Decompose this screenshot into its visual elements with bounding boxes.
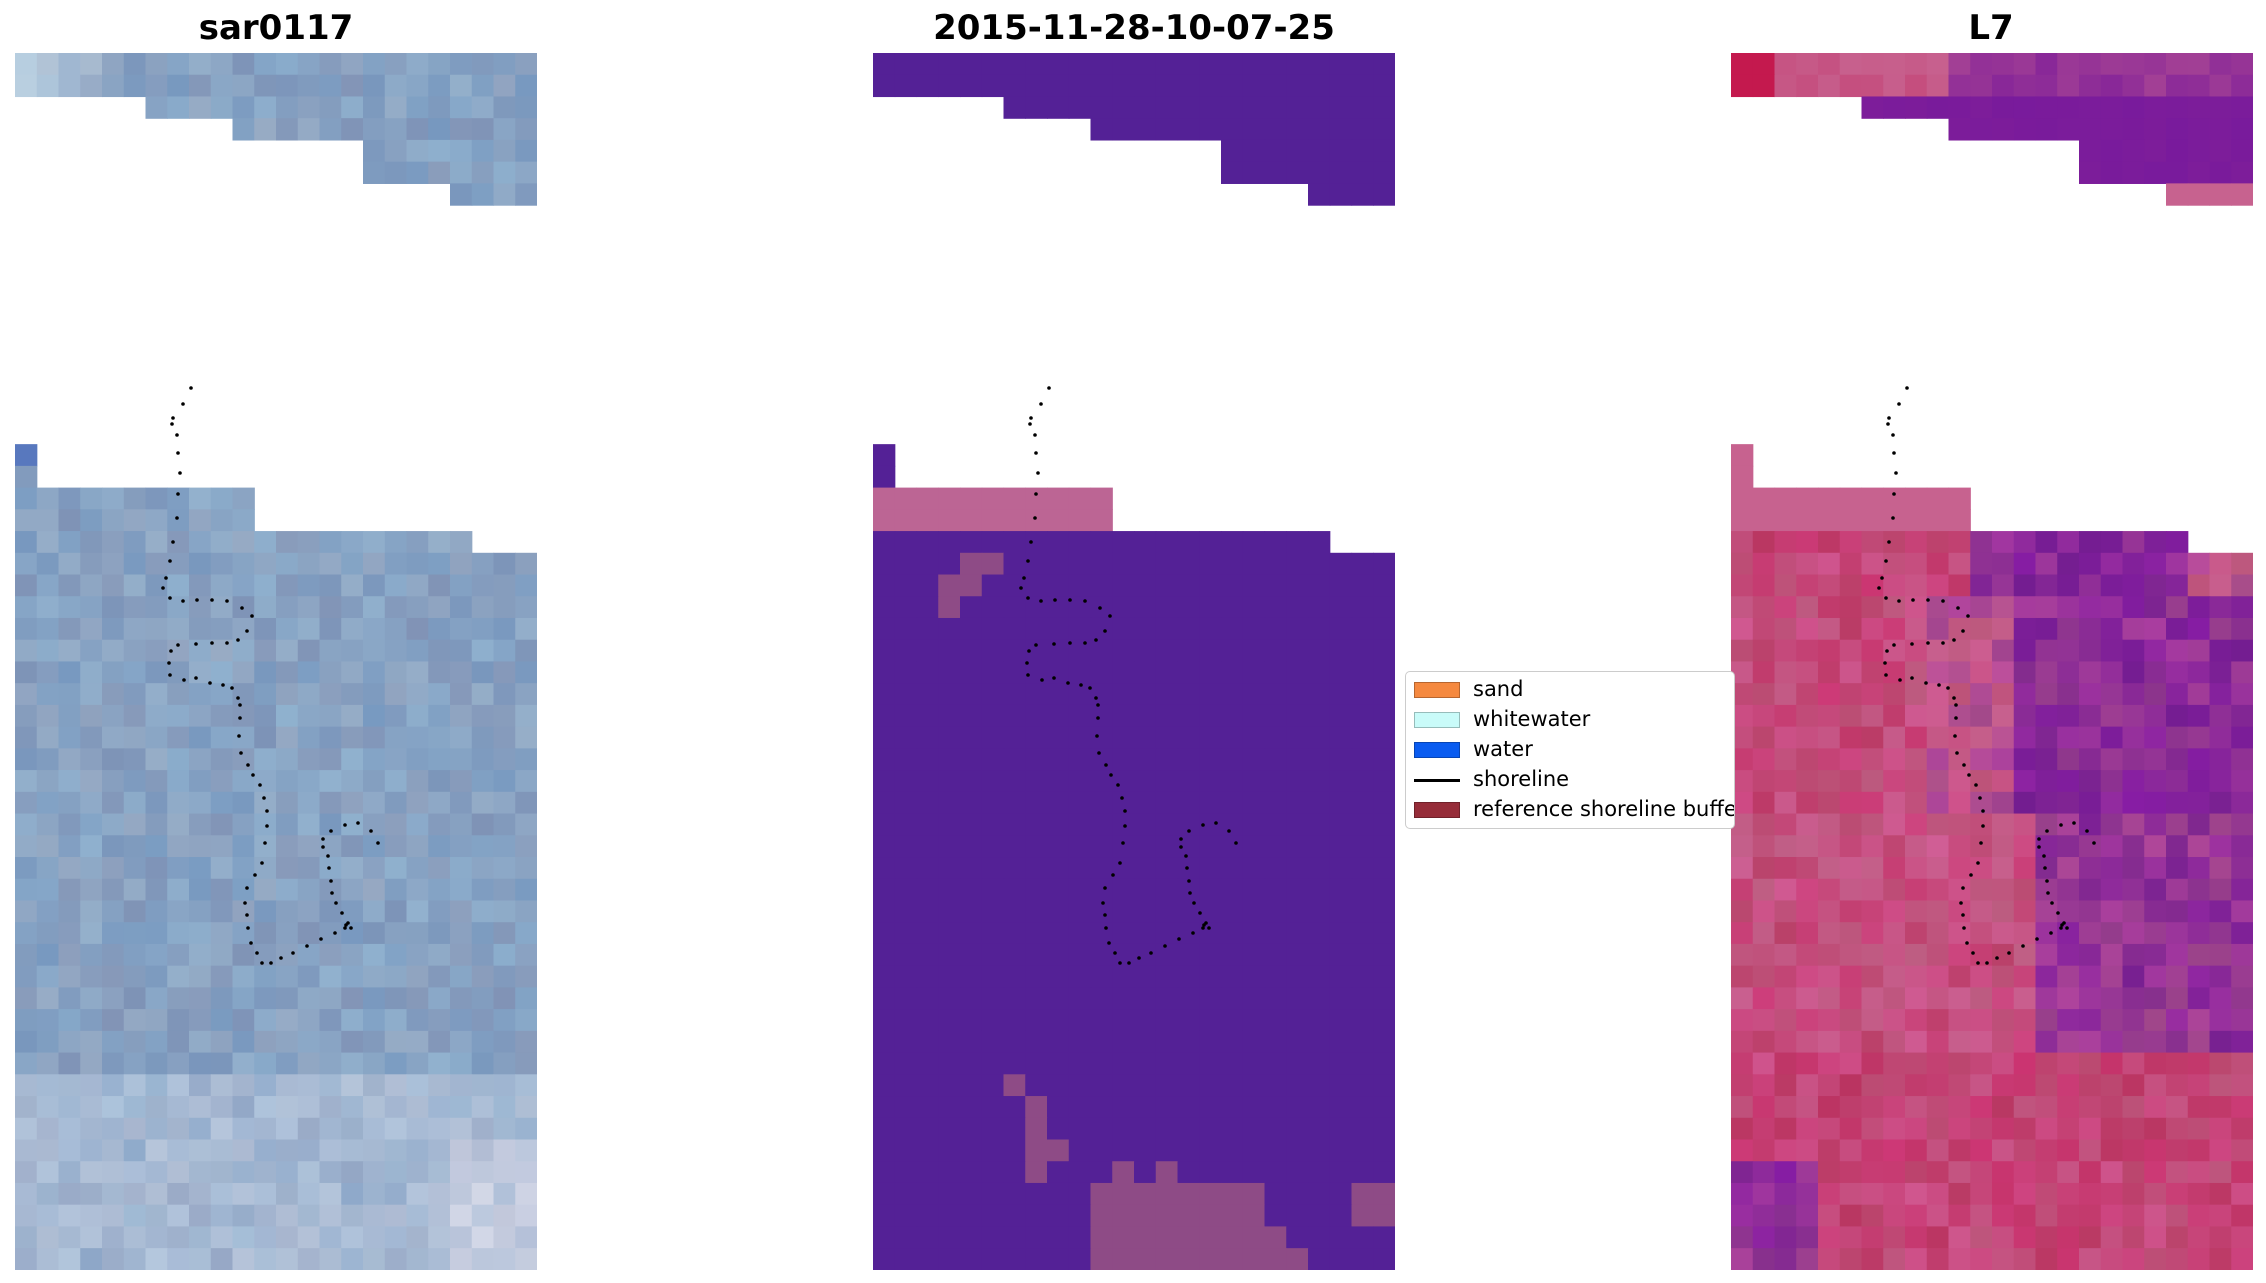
shoreline-points — [1877, 386, 2096, 965]
legend-label: sand — [1473, 677, 1524, 701]
panel-title-class: 2015-11-28-10-07-25 — [933, 8, 1335, 48]
rgb-image-pixels — [15, 53, 537, 1270]
panel-title-rgb: sar0117 — [198, 8, 354, 48]
legend-swatch-shoreline — [1414, 779, 1460, 782]
rgb-image-panel — [15, 53, 537, 1270]
legend-swatch-whitewater — [1414, 712, 1460, 728]
legend-label: shoreline — [1473, 767, 1570, 791]
panel-title-index: L7 — [1968, 8, 2014, 48]
classification-pixels — [873, 53, 1395, 1270]
shoreline-points — [1019, 386, 1238, 965]
classification-panel — [873, 53, 1395, 1270]
shoreline-points — [161, 386, 380, 965]
legend-swatch-water — [1414, 742, 1460, 758]
legend-swatch-reference-buffer — [1414, 802, 1460, 818]
legend-label: reference shoreline buffer — [1473, 797, 1735, 821]
legend-swatch-sand — [1414, 682, 1460, 698]
legend-label: water — [1473, 737, 1533, 761]
index-image-panel — [1731, 53, 2253, 1270]
legend-label: whitewater — [1473, 707, 1591, 731]
index-image-pixels — [1731, 53, 2253, 1270]
legend: sand whitewater water shoreline referenc… — [1405, 671, 1735, 829]
